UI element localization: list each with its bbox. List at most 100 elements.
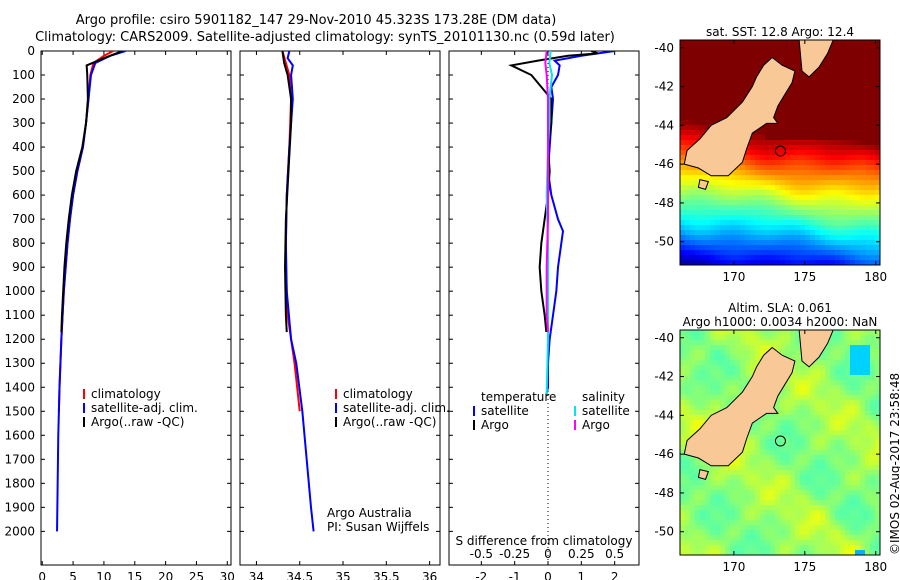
map-cell	[860, 335, 865, 340]
map-cell	[805, 515, 810, 520]
map-cell	[805, 435, 810, 440]
map-cell	[825, 480, 830, 485]
map-cell	[790, 515, 795, 520]
map-cell	[710, 410, 715, 415]
map-cell	[855, 440, 860, 445]
map-cell	[860, 550, 865, 555]
map-cell	[730, 225, 735, 230]
map-cell	[855, 250, 860, 255]
map-cell	[785, 410, 790, 415]
map-cell	[870, 340, 875, 345]
profile-location-marker	[774, 145, 786, 157]
map-cell	[790, 240, 795, 245]
map-cell	[860, 100, 865, 105]
map-cell	[725, 200, 730, 205]
map-cell	[690, 70, 695, 75]
map-cell	[685, 120, 690, 125]
land-polygon	[683, 56, 796, 177]
map-cell	[695, 345, 700, 350]
map-cell	[825, 140, 830, 145]
map-cell	[865, 260, 870, 265]
map-cell	[815, 480, 820, 485]
map-cell	[780, 340, 785, 345]
map-cell	[685, 200, 690, 205]
map-cell	[720, 485, 725, 490]
map-cell	[740, 330, 745, 335]
map-cell	[740, 485, 745, 490]
map-cell	[690, 40, 695, 45]
difference-panel: -2-1012T difference from climatology-0.5…	[448, 50, 640, 580]
map-cell	[720, 330, 725, 335]
map-cell	[695, 45, 700, 50]
map-cell	[785, 260, 790, 265]
map-cell	[855, 230, 860, 235]
map-cell	[730, 340, 735, 345]
map-cell	[750, 175, 755, 180]
map-cell	[865, 150, 870, 155]
map-cell	[710, 360, 715, 365]
y-tick-label: 1200	[4, 332, 35, 346]
map-cell	[745, 50, 750, 55]
map-cell	[855, 485, 860, 490]
map-cell	[845, 470, 850, 475]
map-cell	[800, 420, 805, 425]
map-cell	[680, 415, 685, 420]
map-cell	[870, 420, 875, 425]
map-cell	[820, 415, 825, 420]
map-cell	[765, 415, 770, 420]
map-cell	[750, 170, 755, 175]
map-cell	[710, 235, 715, 240]
map-cell	[870, 475, 875, 480]
x-tick-label: 10	[96, 570, 111, 580]
map-cell	[840, 90, 845, 95]
map-cell	[835, 500, 840, 505]
map-cell	[810, 515, 815, 520]
map-cell	[860, 430, 865, 435]
map-cell	[740, 170, 745, 175]
map-cell	[740, 520, 745, 525]
map-cell	[875, 430, 880, 435]
map-cell	[685, 75, 690, 80]
map-cell	[745, 195, 750, 200]
map-cell	[725, 85, 730, 90]
map-cell	[820, 125, 825, 130]
map-cell	[875, 540, 880, 545]
map-cell	[680, 150, 685, 155]
map-cell	[835, 160, 840, 165]
map-cell	[840, 515, 845, 520]
map-cell	[680, 445, 685, 450]
map-cell	[795, 425, 800, 430]
y-tick-label: 1000	[4, 284, 35, 298]
map-cell	[715, 225, 720, 230]
map-cell	[800, 460, 805, 465]
map-cell	[770, 465, 775, 470]
map-cell	[700, 40, 705, 45]
map-cell	[830, 60, 835, 65]
map-cell	[690, 220, 695, 225]
map-cell	[685, 165, 690, 170]
map-cell	[845, 215, 850, 220]
map-cell	[860, 195, 865, 200]
map-cell	[850, 355, 855, 360]
map-cell	[760, 235, 765, 240]
map-cell	[795, 420, 800, 425]
map-cell	[680, 480, 685, 485]
map-cell	[735, 365, 740, 370]
map-cell	[760, 145, 765, 150]
map-cell	[815, 205, 820, 210]
map-cell	[815, 380, 820, 385]
map-cell	[765, 50, 770, 55]
map-cell	[765, 175, 770, 180]
map-cell	[695, 545, 700, 550]
map-cell	[795, 520, 800, 525]
map-cell	[795, 115, 800, 120]
map-cell	[780, 210, 785, 215]
map-cell	[795, 130, 800, 135]
map-cell	[795, 165, 800, 170]
map-cell	[790, 220, 795, 225]
map-cell	[810, 250, 815, 255]
map-cell	[830, 180, 835, 185]
map-cell	[870, 365, 875, 370]
map-cell	[790, 520, 795, 525]
map-cell	[785, 90, 790, 95]
